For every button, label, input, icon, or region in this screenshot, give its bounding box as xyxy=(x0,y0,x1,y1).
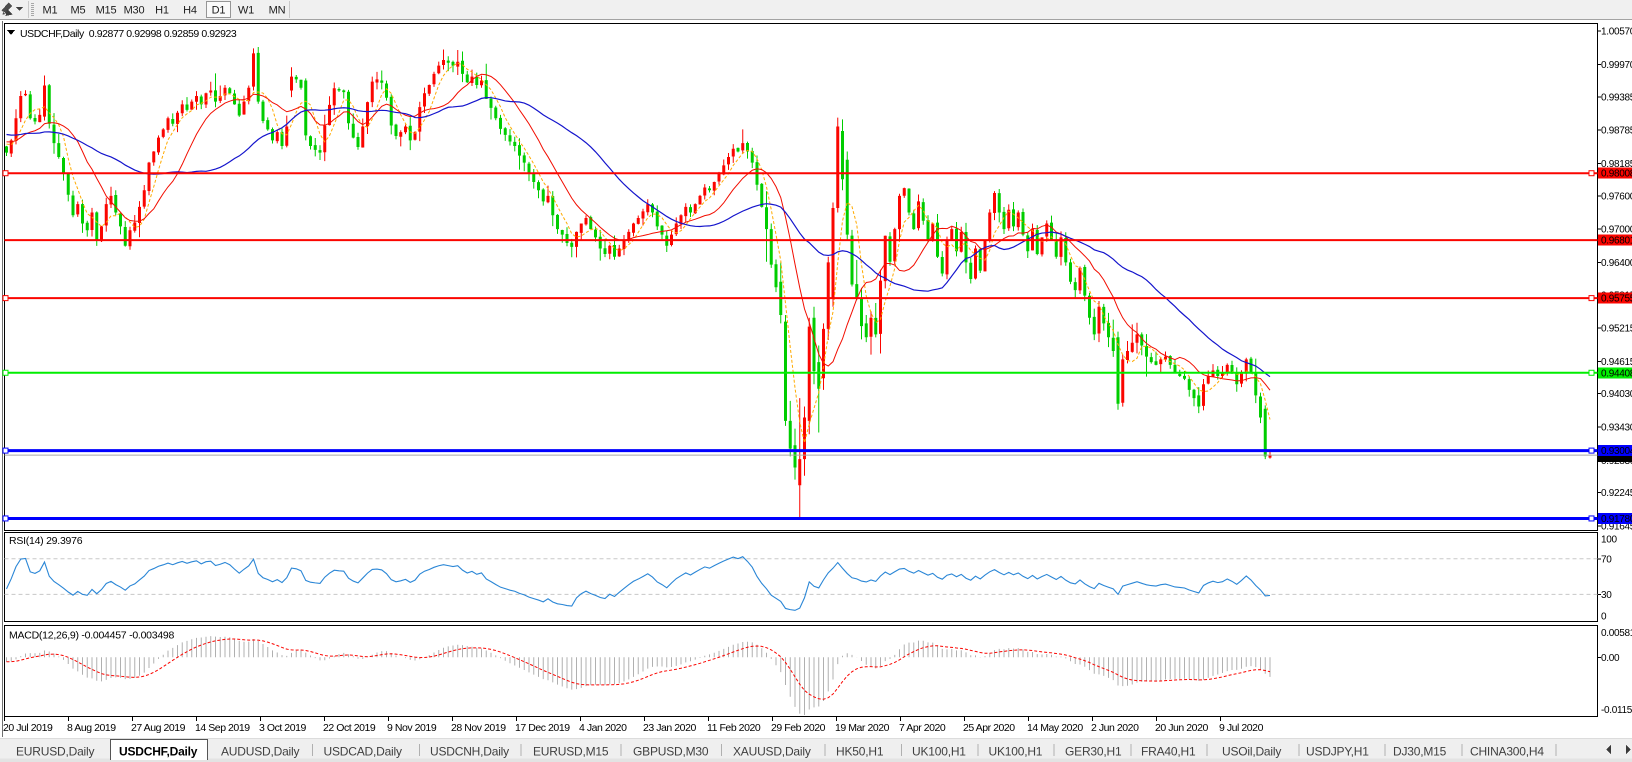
svg-text:USDCHF,Daily: USDCHF,Daily xyxy=(119,745,198,759)
svg-text:9 Nov 2019: 9 Nov 2019 xyxy=(387,722,437,734)
svg-text:GBPUSD,M30: GBPUSD,M30 xyxy=(633,745,709,759)
svg-text:7 Apr 2020: 7 Apr 2020 xyxy=(899,722,946,734)
svg-text:0.94615: 0.94615 xyxy=(1601,357,1632,368)
svg-text:MACD(12,26,9) -0.004457 -0.003: MACD(12,26,9) -0.004457 -0.003498 xyxy=(9,630,175,642)
svg-text:M15: M15 xyxy=(96,5,117,17)
svg-text:0.91645: 0.91645 xyxy=(1601,521,1632,532)
svg-text:M1: M1 xyxy=(43,5,58,17)
svg-text:9 Jul 2020: 9 Jul 2020 xyxy=(1219,722,1264,734)
svg-text:8 Aug 2019: 8 Aug 2019 xyxy=(67,722,116,734)
svg-text:0: 0 xyxy=(1601,612,1607,623)
svg-text:0.94030: 0.94030 xyxy=(1601,389,1632,400)
svg-text:0.98785: 0.98785 xyxy=(1601,126,1632,137)
svg-text:0.99970: 0.99970 xyxy=(1601,60,1632,71)
svg-text:MN: MN xyxy=(269,5,286,17)
svg-text:XAUUSD,Daily: XAUUSD,Daily xyxy=(733,745,811,759)
svg-text:USDCHF,Daily 0.92877 0.92998: USDCHF,Daily 0.92877 0.92998 0.92859 0.9… xyxy=(20,28,237,40)
svg-text:100: 100 xyxy=(1601,535,1618,546)
svg-text:RSI(14) 29.3976: RSI(14) 29.3976 xyxy=(9,535,83,547)
svg-text:0.93430: 0.93430 xyxy=(1601,422,1632,433)
svg-text:0.00581: 0.00581 xyxy=(1601,628,1632,639)
svg-text:-0.0115: -0.0115 xyxy=(1601,705,1632,716)
svg-text:0.98008: 0.98008 xyxy=(1601,169,1632,180)
svg-text:USDJPY,H1: USDJPY,H1 xyxy=(1306,745,1369,759)
svg-text:29 Feb 2020: 29 Feb 2020 xyxy=(771,722,826,734)
svg-text:70: 70 xyxy=(1601,554,1612,565)
svg-text:28 Nov 2019: 28 Nov 2019 xyxy=(451,722,506,734)
svg-text:3 Oct 2019: 3 Oct 2019 xyxy=(259,722,306,734)
svg-text:UK100,H1: UK100,H1 xyxy=(912,745,966,759)
svg-text:0.97600: 0.97600 xyxy=(1601,191,1632,202)
svg-text:GER30,H1: GER30,H1 xyxy=(1065,745,1122,759)
svg-text:30: 30 xyxy=(1601,590,1612,601)
svg-text:M5: M5 xyxy=(71,5,86,17)
svg-text:M30: M30 xyxy=(124,5,145,17)
svg-text:14 May 2020: 14 May 2020 xyxy=(1027,722,1083,734)
svg-text:FRA40,H1: FRA40,H1 xyxy=(1141,745,1196,759)
svg-text:0.92245: 0.92245 xyxy=(1601,488,1632,499)
svg-text:W1: W1 xyxy=(238,5,254,17)
svg-text:HK50,H1: HK50,H1 xyxy=(836,745,884,759)
svg-text:UK100,H1: UK100,H1 xyxy=(989,745,1043,759)
svg-text:25 Apr 2020: 25 Apr 2020 xyxy=(963,722,1015,734)
svg-text:AUDUSD,Daily: AUDUSD,Daily xyxy=(221,745,299,759)
svg-text:0.98185: 0.98185 xyxy=(1601,159,1632,170)
svg-text:0.93004: 0.93004 xyxy=(1601,446,1632,457)
svg-text:1.00570: 1.00570 xyxy=(1601,27,1632,38)
svg-text:0.95215: 0.95215 xyxy=(1601,324,1632,335)
svg-text:0.96400: 0.96400 xyxy=(1601,258,1632,269)
svg-text:27 Aug 2019: 27 Aug 2019 xyxy=(131,722,186,734)
svg-text:14 Sep 2019: 14 Sep 2019 xyxy=(195,722,250,734)
svg-text:USOil,Daily: USOil,Daily xyxy=(1222,745,1281,759)
svg-text:DJ30,M15: DJ30,M15 xyxy=(1393,745,1447,759)
svg-text:USDCAD,Daily: USDCAD,Daily xyxy=(324,745,402,759)
svg-text:D1: D1 xyxy=(212,5,226,17)
svg-text:0.92923: 0.92923 xyxy=(1601,452,1632,463)
svg-text:0.91780: 0.91780 xyxy=(1601,514,1632,525)
svg-text:EURUSD,M15: EURUSD,M15 xyxy=(533,745,609,759)
svg-text:23 Jan 2020: 23 Jan 2020 xyxy=(643,722,696,734)
svg-text:EURUSD,Daily: EURUSD,Daily xyxy=(16,745,94,759)
svg-text:17 Dec 2019: 17 Dec 2019 xyxy=(515,722,570,734)
svg-text:0.95755: 0.95755 xyxy=(1601,294,1632,305)
svg-text:0.99385: 0.99385 xyxy=(1601,92,1632,103)
svg-text:0.97000: 0.97000 xyxy=(1601,225,1632,236)
svg-text:0.96801: 0.96801 xyxy=(1601,236,1632,247)
svg-text:20 Jul 2019: 20 Jul 2019 xyxy=(3,722,53,734)
svg-text:19 Mar 2020: 19 Mar 2020 xyxy=(835,722,890,734)
svg-text:H1: H1 xyxy=(155,5,169,17)
svg-text:0.00: 0.00 xyxy=(1601,653,1620,664)
svg-text:4 Jan 2020: 4 Jan 2020 xyxy=(579,722,627,734)
svg-text:H4: H4 xyxy=(183,5,197,17)
svg-text:CHINA300,H4: CHINA300,H4 xyxy=(1470,745,1544,759)
svg-text:11 Feb 2020: 11 Feb 2020 xyxy=(707,722,761,734)
svg-text:22 Oct 2019: 22 Oct 2019 xyxy=(323,722,376,734)
svg-text:USDCNH,Daily: USDCNH,Daily xyxy=(430,745,509,759)
svg-text:2 Jun 2020: 2 Jun 2020 xyxy=(1091,722,1139,734)
svg-text:20 Jun 2020: 20 Jun 2020 xyxy=(1155,722,1208,734)
svg-text:0.94408: 0.94408 xyxy=(1601,368,1632,379)
